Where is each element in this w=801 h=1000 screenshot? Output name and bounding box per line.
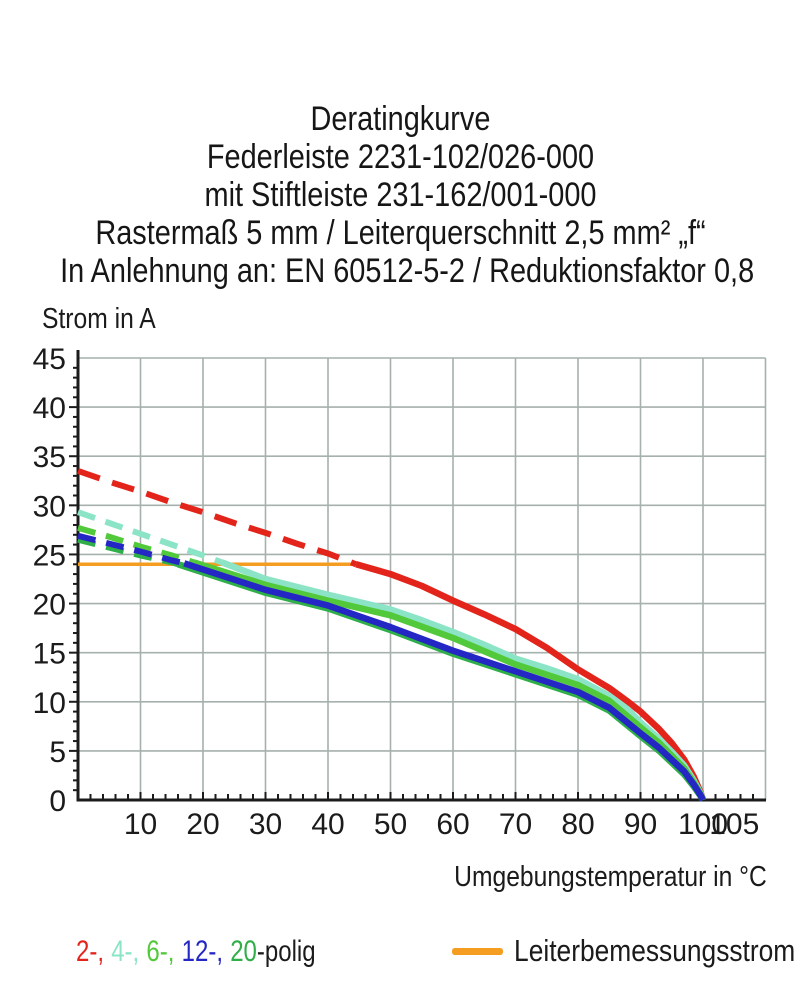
x-tick-label: 60 xyxy=(436,808,469,841)
x-tick-label: 70 xyxy=(499,808,532,841)
y-tick-label: 35 xyxy=(33,441,66,474)
y-tick-label: 20 xyxy=(33,589,66,622)
y-tick-label: 5 xyxy=(49,736,66,769)
legend-pole-items: 2-, 4-, 6-, 12-, 20 xyxy=(76,935,257,968)
x-tick-label: 90 xyxy=(624,808,657,841)
x-tick-label: 50 xyxy=(374,808,407,841)
y-axis-label: Strom in A xyxy=(42,303,156,335)
title-line-5: In Anlehnung an: EN 60512-5-2 / Reduktio… xyxy=(60,252,755,290)
title-line-1: Deratingkurve xyxy=(310,100,491,138)
y-tick-label: 15 xyxy=(33,638,66,671)
curve-dashed-2-polig xyxy=(77,468,358,568)
y-tick-label: 25 xyxy=(33,539,66,572)
rated-current-label: Leiterbemessungsstrom xyxy=(514,933,796,968)
x-tick-label: 80 xyxy=(561,808,594,841)
y-tick-label: 0 xyxy=(49,785,66,818)
curve-12-polig xyxy=(183,560,706,802)
legend-poles: 2-, 4-, 6-, 12-, 20-polig xyxy=(76,935,316,969)
legend-rated: Leiterbemessungsstrom xyxy=(452,933,795,969)
x-tick-label: 100 xyxy=(678,808,728,841)
x-tick-label: 20 xyxy=(186,808,219,841)
y-tick-label: 10 xyxy=(33,687,66,720)
y-tick-label: 45 xyxy=(33,343,66,376)
legend-pole-6: 6-, xyxy=(146,935,175,968)
chart-title-block: Deratingkurve Federleiste 2231-102/026-0… xyxy=(60,100,755,290)
title-line-2: Federleiste 2231-102/026-000 xyxy=(206,138,595,176)
y-tick-label: 40 xyxy=(33,392,66,425)
legend-poles-suffix: -polig xyxy=(256,935,316,968)
x-tick-label: 30 xyxy=(249,808,282,841)
title-line-3: mit Stiftleiste 231-162/001-000 xyxy=(204,176,597,214)
rated-current-swatch xyxy=(452,947,503,955)
x-tick-label: 40 xyxy=(311,808,344,841)
x-tick-label: 10 xyxy=(124,808,157,841)
y-tick-label: 30 xyxy=(33,490,66,523)
title-line-4: Rastermaß 5 mm / Leiterquerschnitt 2,5 m… xyxy=(95,214,706,252)
x-tick-label: 105 xyxy=(709,808,759,841)
curve-dashed-12-polig xyxy=(77,532,185,567)
legend-pole-20: 20 xyxy=(230,935,257,968)
curve-dashed-6-polig xyxy=(77,525,195,566)
legend-pole-4: 4-, xyxy=(111,935,140,968)
legend-pole-2: 2-, xyxy=(76,935,105,968)
legend-pole-12: 12-, xyxy=(181,935,223,968)
curve-20-polig xyxy=(176,561,706,802)
x-axis-label: Umgebungstemperatur in °C xyxy=(454,861,767,893)
